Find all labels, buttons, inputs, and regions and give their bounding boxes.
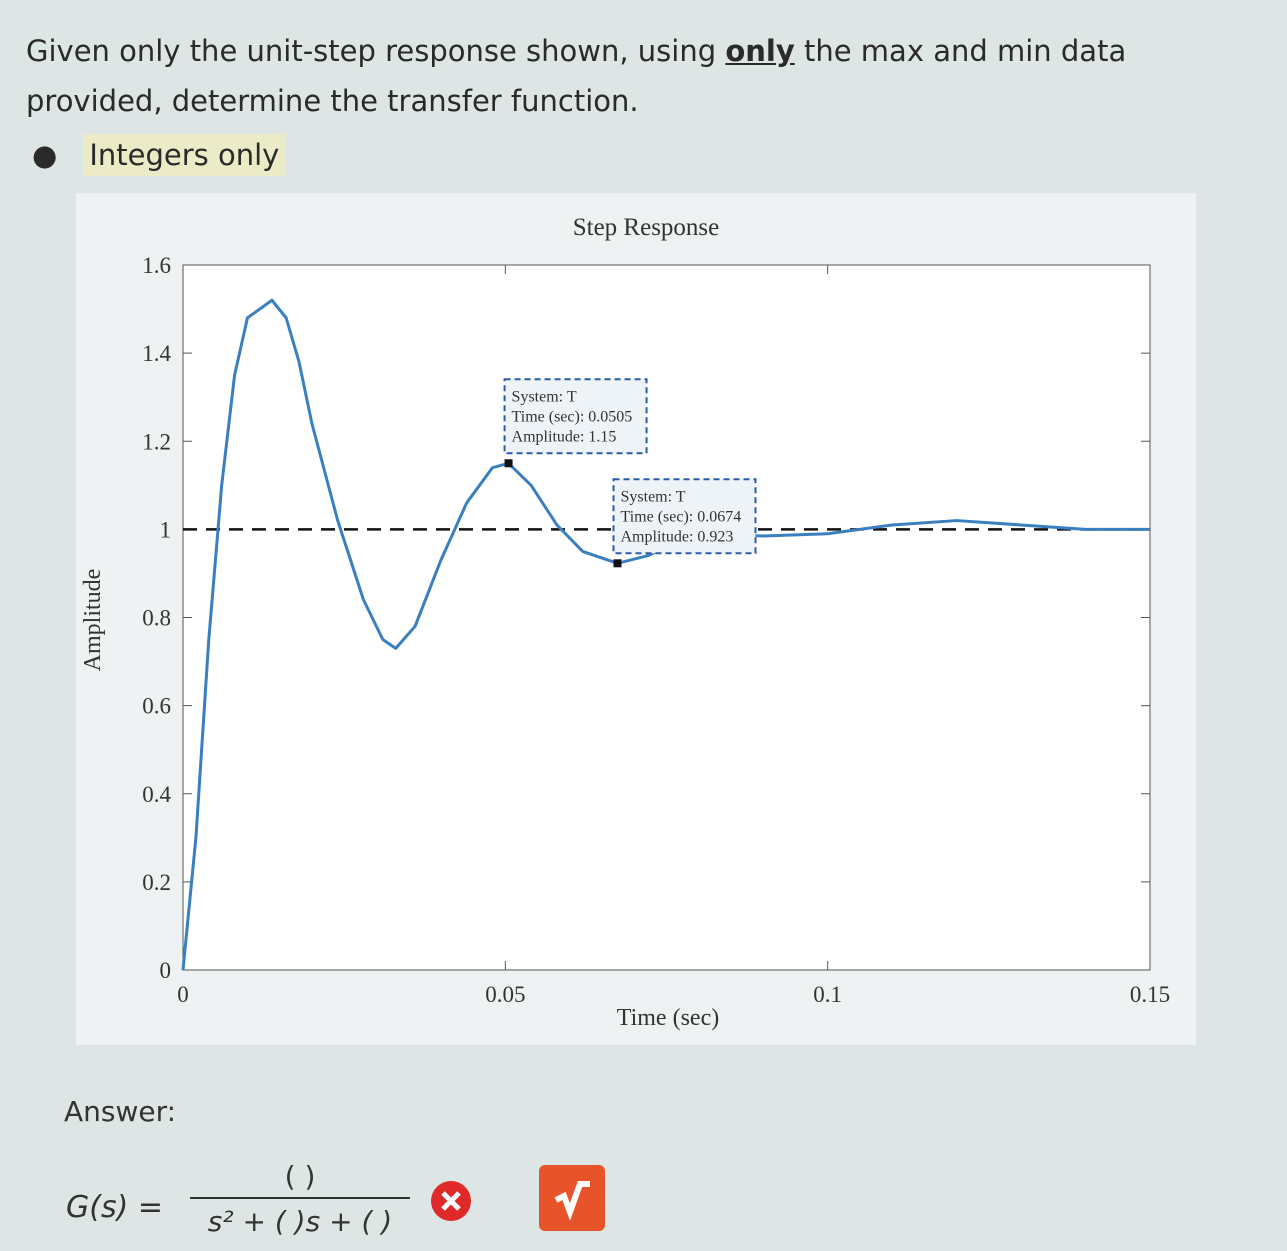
data-tip-text: System: T xyxy=(512,388,577,405)
chart-title: Step Response xyxy=(573,214,720,241)
y-tick-label: 0.8 xyxy=(142,606,171,631)
bullet-item: ● Integers only xyxy=(32,134,286,176)
answer-label: Answer: xyxy=(64,1095,177,1128)
data-tip: System: T Time (sec): 0.0505 Amplitude: 1.… xyxy=(503,378,648,468)
y-tick-label: 0.2 xyxy=(142,870,171,895)
y-tick-label: 0.6 xyxy=(142,694,171,719)
data-tip-text: Amplitude: 1.15 xyxy=(512,428,617,445)
data-tip-marker xyxy=(613,559,622,568)
denominator[interactable]: s² + ( )s + ( ) xyxy=(207,1205,393,1238)
y-tick-label: 1.4 xyxy=(142,341,171,366)
plot-area xyxy=(182,264,1151,971)
data-tip-text: Time (sec): 0.0505 xyxy=(512,408,633,425)
wrong-icon xyxy=(431,1181,471,1221)
y-tick-label: 0 xyxy=(160,958,172,983)
chart: Step Response Time (sec) Amplitude 0 0.2 0… xyxy=(76,193,1196,1045)
data-tip-text: Amplitude: 0.923 xyxy=(621,528,734,545)
question-text: the max and min data provided, determine… xyxy=(26,34,1127,118)
x-tick-label: 0.15 xyxy=(1130,982,1170,1007)
x-axis-label: Time (sec) xyxy=(617,1005,719,1031)
formula-lhs: G(s) = xyxy=(66,1190,163,1225)
x-tick-label: 0 xyxy=(177,982,189,1007)
data-tip: System: T Time (sec): 0.0674 Amplitude: 0.… xyxy=(612,478,757,568)
fraction-bar xyxy=(190,1197,410,1199)
data-tip-box xyxy=(612,478,757,555)
data-tip-text: Time (sec): 0.0674 xyxy=(621,508,742,525)
question-emphasis: only xyxy=(725,34,795,68)
question: Given only the unit-step response shown,… xyxy=(26,26,1226,126)
y-tick-label: 1.6 xyxy=(142,253,171,278)
numerator[interactable]: ( ) xyxy=(284,1160,316,1193)
data-tip-text: System: T xyxy=(621,488,686,505)
y-tick-label: 0.4 xyxy=(142,782,171,807)
x-tick-label: 0.1 xyxy=(813,982,842,1007)
question-text: Given only the unit-step response shown,… xyxy=(26,34,726,68)
x-tick-label: 0.05 xyxy=(485,982,525,1007)
data-tip-marker xyxy=(504,459,513,468)
bullet-text: Integers only xyxy=(83,134,286,176)
response-line xyxy=(181,298,1150,971)
y-tick-label: 1.2 xyxy=(142,429,171,454)
math-button[interactable] xyxy=(538,1164,606,1232)
y-tick-label: 1 xyxy=(160,517,172,542)
data-tip-box xyxy=(503,378,648,455)
y-axis-label: Amplitude xyxy=(80,569,106,672)
